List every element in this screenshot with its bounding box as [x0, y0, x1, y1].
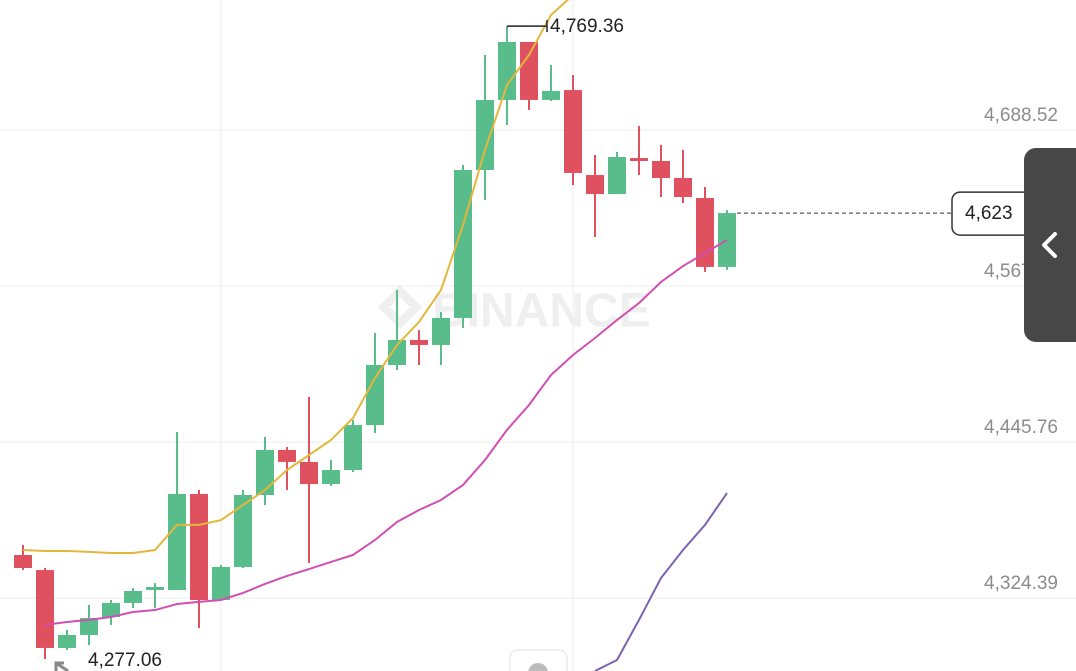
candle-body	[498, 41, 516, 100]
candle-body	[102, 602, 120, 617]
candle-body	[586, 175, 604, 195]
candle-body	[278, 449, 296, 462]
max-label: 4,769.36	[550, 16, 624, 37]
candle-body	[432, 317, 450, 345]
candle-body	[256, 449, 274, 495]
y-tick-label: 4,445.76	[984, 417, 1058, 438]
expand-chevron[interactable]	[1042, 232, 1057, 258]
last-price-label: 4,623	[965, 203, 1013, 224]
candle-body	[652, 161, 670, 178]
candle-body	[300, 461, 318, 485]
candle-body	[190, 493, 208, 601]
watermark: BINANCE	[378, 285, 651, 338]
candle-body	[476, 99, 494, 171]
plot	[14, 0, 736, 671]
candle-body	[344, 425, 362, 471]
moving-average-line	[44, 239, 728, 626]
candle-body	[388, 339, 406, 366]
candle-body	[124, 591, 142, 603]
candle-body	[212, 566, 230, 601]
moving-average-line	[22, 0, 570, 554]
candle-body	[520, 41, 538, 100]
candle-body	[80, 617, 98, 635]
candle-body	[36, 570, 54, 648]
min-arrow-icon	[54, 661, 69, 671]
moving-average-line	[594, 492, 728, 671]
watermark-logo	[378, 285, 422, 329]
candle-body	[542, 90, 560, 100]
side-panel[interactable]	[1024, 148, 1076, 342]
candle-body	[674, 177, 692, 198]
candle-body	[322, 470, 340, 485]
side-panel-bg[interactable]	[1024, 148, 1076, 342]
candle-body	[58, 634, 76, 648]
candle-body	[630, 158, 648, 162]
candle-body	[608, 157, 626, 195]
candle-body	[168, 493, 186, 590]
grid: 4,688.524,567.144,445.764,324.39	[0, 105, 1076, 599]
candle-body	[410, 339, 428, 345]
bottom-button-icon	[528, 663, 548, 671]
y-tick-label: 4,324.39	[984, 573, 1058, 594]
min-label: 4,277.06	[88, 650, 162, 671]
candle-body	[564, 90, 582, 173]
candle-body	[366, 365, 384, 426]
candle-body	[146, 587, 164, 590]
candle-body	[234, 494, 252, 567]
y-tick-label: 4,688.52	[984, 105, 1058, 126]
candle-body	[14, 555, 32, 568]
bottom-button[interactable]	[509, 649, 568, 671]
